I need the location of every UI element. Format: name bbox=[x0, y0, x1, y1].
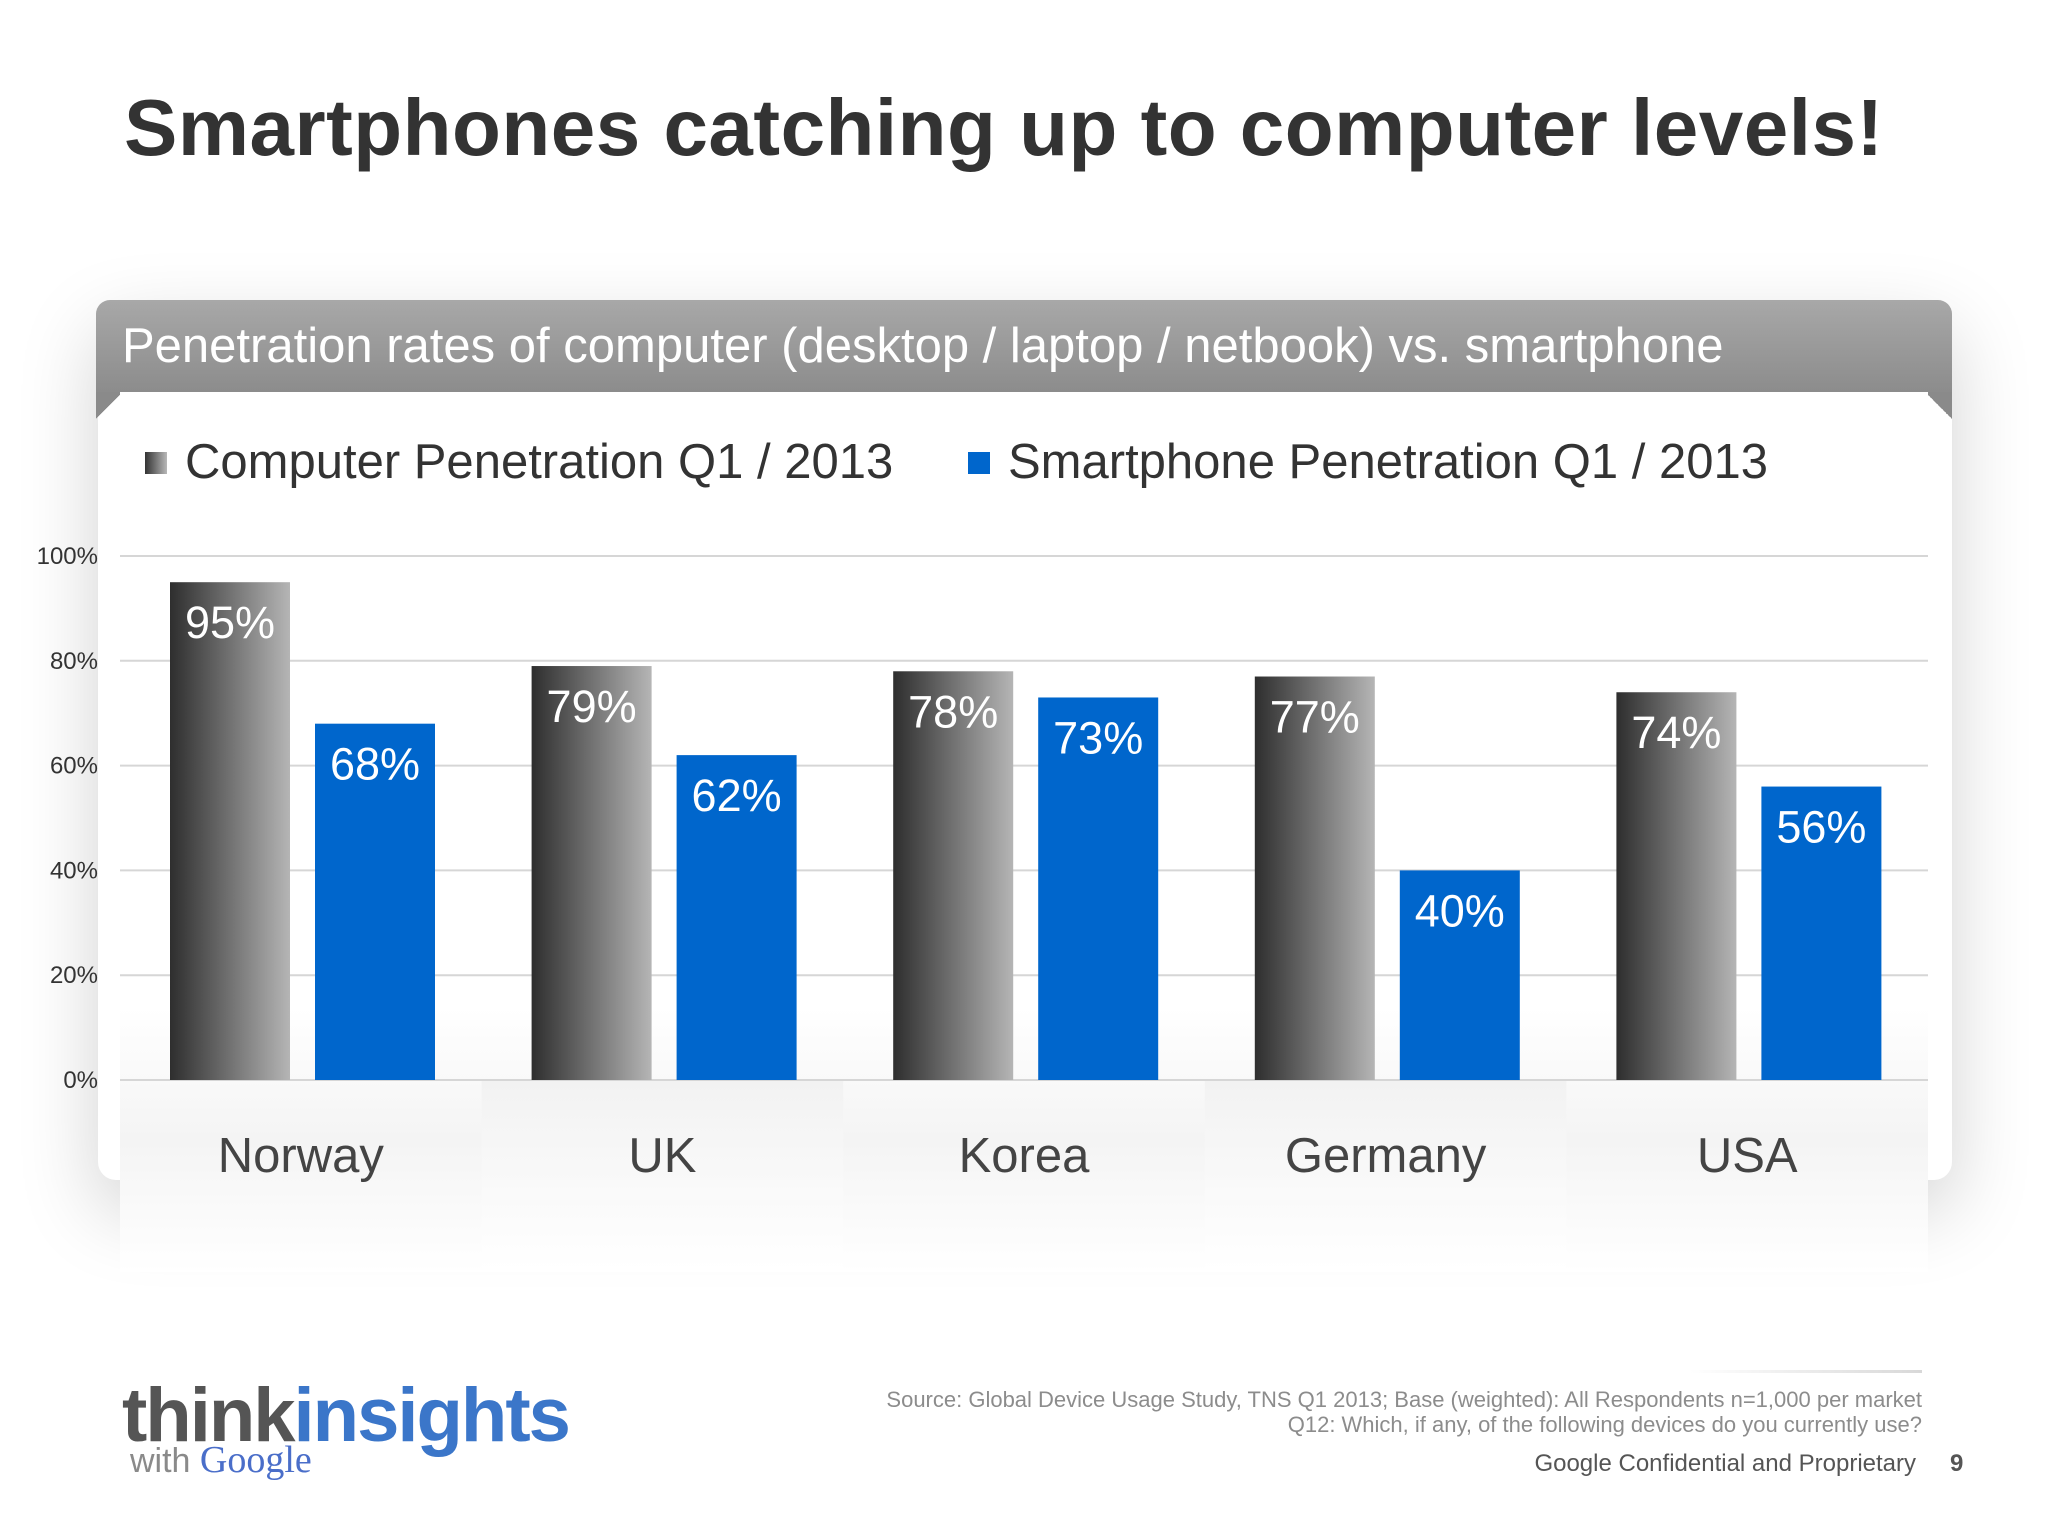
legend-swatch-computer bbox=[145, 452, 167, 474]
category-label-usa: USA bbox=[1697, 1129, 1798, 1183]
y-tick-label: 60% bbox=[50, 753, 98, 780]
panel-fold-left bbox=[96, 392, 120, 422]
bar-smartphone-uk bbox=[676, 755, 797, 1080]
bar-computer-germany bbox=[1254, 676, 1375, 1080]
confidential-notice: Google Confidential and Proprietary bbox=[1534, 1450, 1916, 1477]
slide-title: Smartphones catching up to computer leve… bbox=[124, 83, 1884, 172]
bar-smartphone-korea bbox=[1038, 697, 1159, 1080]
logo-google-text: Google bbox=[199, 1439, 312, 1481]
data-label-computer-uk: 79% bbox=[547, 681, 637, 732]
y-tick-label: 80% bbox=[50, 648, 98, 675]
category-band-germany bbox=[1204, 1080, 1567, 1270]
logo-think-text: think bbox=[122, 1373, 296, 1458]
bar-chart: 0% 20% 40% 60% 80% 100% 95% 68% Norway 79% 62% UK 7… bbox=[37, 543, 1928, 1270]
category-label-korea: Korea bbox=[959, 1129, 1091, 1183]
bar-smartphone-usa bbox=[1761, 786, 1882, 1080]
y-tick-label: 20% bbox=[50, 962, 98, 989]
legend-swatch-smartphone bbox=[968, 452, 990, 474]
bar-computer-uk bbox=[531, 666, 652, 1080]
logo-with-text: with bbox=[130, 1442, 191, 1480]
chart-panel-header: Penetration rates of computer (desktop /… bbox=[96, 300, 1952, 392]
data-label-computer-korea: 78% bbox=[908, 686, 998, 737]
data-label-computer-norway: 95% bbox=[185, 597, 275, 648]
logo-insights-text: insights bbox=[293, 1373, 571, 1458]
bar-computer-usa bbox=[1616, 692, 1737, 1080]
category-band-uk bbox=[481, 1080, 844, 1270]
source-divider bbox=[1690, 1370, 1922, 1373]
logo-with-google: with Google bbox=[130, 1438, 312, 1482]
page-number: 9 bbox=[1950, 1450, 1964, 1477]
y-tick-label: 0% bbox=[63, 1067, 98, 1094]
data-label-smartphone-norway: 68% bbox=[330, 739, 420, 790]
source-line-1: Source: Global Device Usage Study, TNS Q… bbox=[886, 1387, 1922, 1412]
data-label-smartphone-korea: 73% bbox=[1053, 712, 1143, 763]
think-insights-logo: thinkinsights bbox=[122, 1372, 571, 1459]
y-tick-label: 40% bbox=[50, 857, 98, 884]
legend-label-computer: Computer Penetration Q1 / 2013 bbox=[185, 435, 894, 489]
data-label-smartphone-uk: 62% bbox=[692, 770, 782, 821]
legend-label-smartphone: Smartphone Penetration Q1 / 2013 bbox=[1008, 435, 1769, 489]
chart-panel-header-text: Penetration rates of computer (desktop /… bbox=[122, 319, 1724, 373]
y-tick-label: 100% bbox=[37, 543, 98, 570]
bar-computer-norway bbox=[170, 582, 290, 1080]
category-label-uk: UK bbox=[628, 1129, 696, 1183]
bar-computer-korea bbox=[893, 671, 1014, 1080]
data-label-smartphone-usa: 56% bbox=[1776, 802, 1866, 853]
data-label-computer-usa: 74% bbox=[1631, 707, 1721, 758]
bar-smartphone-norway bbox=[315, 723, 435, 1080]
data-label-smartphone-germany: 40% bbox=[1415, 885, 1505, 936]
panel-fold-right bbox=[1928, 392, 1952, 422]
bar-smartphone-germany bbox=[1399, 870, 1520, 1080]
source-line-2: Q12: Which, if any, of the following dev… bbox=[1287, 1412, 1922, 1437]
data-label-computer-germany: 77% bbox=[1270, 692, 1360, 743]
category-label-germany: Germany bbox=[1285, 1129, 1487, 1183]
category-label-norway: Norway bbox=[218, 1129, 385, 1183]
